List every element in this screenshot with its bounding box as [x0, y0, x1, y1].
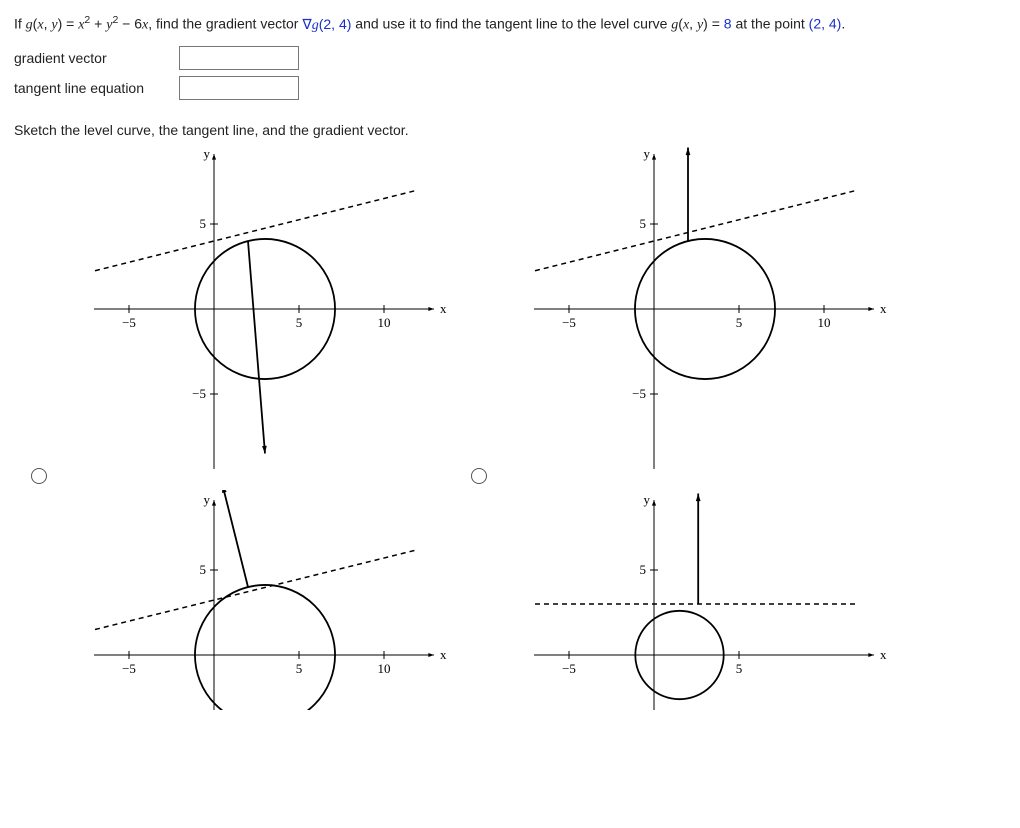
sketch-instruction: Sketch the level curve, the tangent line… [14, 122, 1006, 138]
svg-text:x: x [440, 301, 447, 316]
svg-text:5: 5 [200, 562, 207, 577]
svg-text:x: x [880, 647, 887, 662]
question-text: If g(x, y) = x2 + y2 − 6x, find the grad… [14, 14, 1006, 34]
q-grad: ∇g(2, 4) [302, 16, 351, 32]
plot-B: y x −5 5 10 5 −5 [504, 144, 894, 484]
svg-text:−5: −5 [562, 315, 576, 330]
svg-text:y: y [204, 146, 211, 161]
svg-text:y: y [644, 146, 651, 161]
svg-text:x: x [880, 301, 887, 316]
q-mid2: and use it to find the tangent line to t… [355, 16, 671, 32]
tangent-line-input[interactable] [179, 76, 299, 100]
svg-text:5: 5 [296, 315, 303, 330]
gradient-vector-input[interactable] [179, 46, 299, 70]
svg-text:10: 10 [378, 315, 391, 330]
plot-C: y x −5 5 10 5 [64, 490, 454, 710]
plot-radio-B[interactable] [471, 468, 487, 484]
q-prefix: If [14, 16, 26, 32]
plot-A: y x −5 5 10 5 −5 [64, 144, 454, 484]
plots-grid: y x −5 5 10 5 −5 y x −5 5 10 5 −5 y x −5 5 10 5 y x −5 5 5 [14, 144, 894, 716]
q-mid1: find the gradient vector [156, 16, 302, 32]
svg-text:10: 10 [818, 315, 831, 330]
svg-text:5: 5 [736, 661, 743, 676]
svg-text:−5: −5 [192, 386, 206, 401]
q-levelval: 8 [724, 16, 732, 32]
svg-text:−5: −5 [122, 661, 136, 676]
svg-text:−5: −5 [632, 386, 646, 401]
svg-text:5: 5 [736, 315, 743, 330]
tangent-line-label: tangent line equation [14, 80, 179, 96]
q-period: . [841, 16, 845, 32]
svg-text:y: y [204, 492, 211, 507]
svg-text:10: 10 [378, 661, 391, 676]
q-point: (2, 4) [809, 16, 842, 32]
svg-text:5: 5 [640, 562, 647, 577]
svg-text:−5: −5 [562, 661, 576, 676]
q-func: g [26, 18, 33, 33]
svg-text:5: 5 [640, 216, 647, 231]
svg-text:5: 5 [296, 661, 303, 676]
q-mid3: at the point [735, 16, 808, 32]
gradient-vector-label: gradient vector [14, 50, 179, 66]
svg-text:5: 5 [200, 216, 207, 231]
svg-text:x: x [440, 647, 447, 662]
plot-D: y x −5 5 5 [504, 490, 894, 710]
svg-text:y: y [644, 492, 651, 507]
plot-radio-A[interactable] [31, 468, 47, 484]
svg-text:−5: −5 [122, 315, 136, 330]
